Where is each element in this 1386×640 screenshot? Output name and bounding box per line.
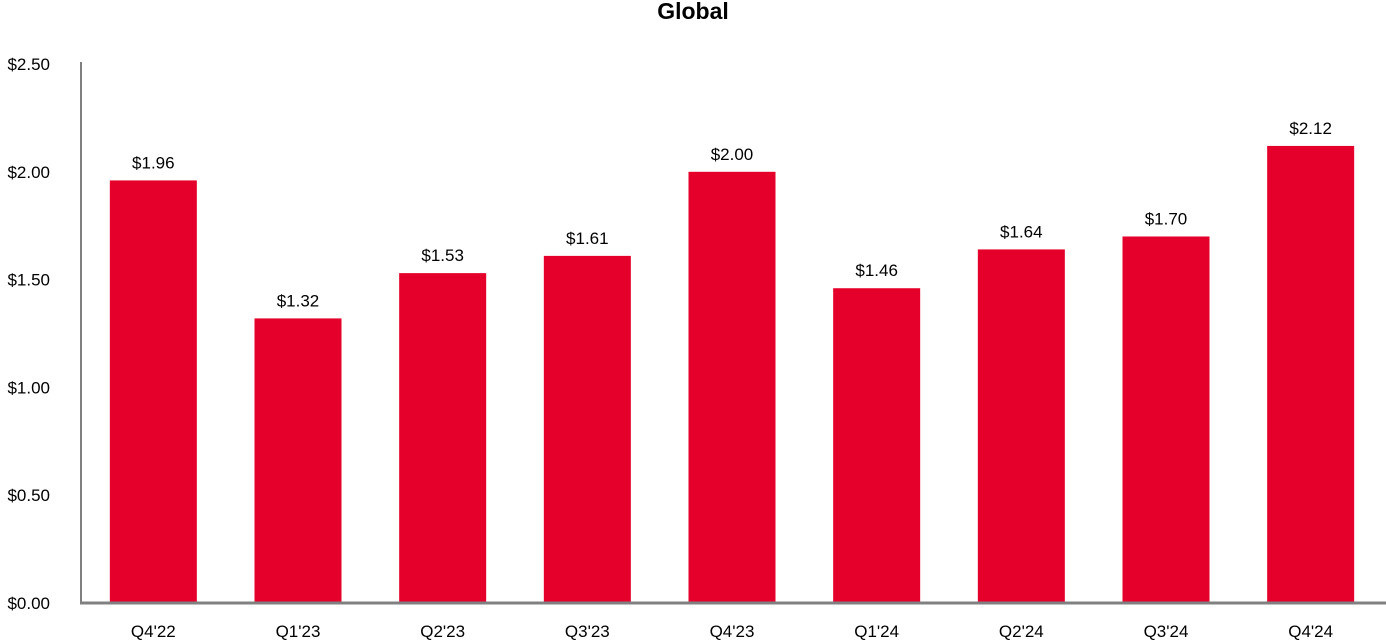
x-tick-label: Q3'24 bbox=[1144, 622, 1189, 640]
bar-value-label: $2.00 bbox=[711, 145, 754, 164]
y-tick-label: $2.50 bbox=[7, 55, 50, 74]
x-tick-label: Q3'23 bbox=[565, 622, 610, 640]
bar-value-label: $1.32 bbox=[277, 291, 320, 310]
bars bbox=[109, 145, 1355, 604]
bar bbox=[109, 180, 197, 603]
bar-value-label: $1.96 bbox=[132, 153, 175, 172]
x-tick-label: Q4'22 bbox=[131, 622, 176, 640]
x-tick-label: Q4'24 bbox=[1288, 622, 1333, 640]
chart-title: Global bbox=[657, 0, 729, 24]
y-axis: $0.00 $0.50 $1.00 $1.50 $2.00 $2.50 bbox=[7, 55, 82, 613]
y-tick-label: $1.00 bbox=[7, 378, 50, 397]
value-labels: $1.96 $1.32 $1.53 $1.61 $2.00 $1.46 $1.64 $1.70… bbox=[132, 119, 1332, 310]
x-tick-label: Q4'23 bbox=[710, 622, 755, 640]
bar-value-label: $2.12 bbox=[1289, 119, 1332, 138]
bar-value-label: $1.61 bbox=[566, 229, 609, 248]
y-tick-label: $2.00 bbox=[7, 163, 50, 182]
x-tick-label: Q1'24 bbox=[854, 622, 899, 640]
x-tick-label: Q1'23 bbox=[276, 622, 321, 640]
y-tick-label: $0.50 bbox=[7, 486, 50, 505]
x-axis: Q4'22 Q1'23 Q2'23 Q3'23 Q4'23 Q1'24 Q2'24 Q3'24… bbox=[80, 601, 1386, 640]
bar-value-label: $1.46 bbox=[855, 261, 898, 280]
x-tick-label: Q2'23 bbox=[420, 622, 465, 640]
bar-value-label: $1.70 bbox=[1145, 209, 1188, 228]
bar-value-label: $1.53 bbox=[421, 246, 464, 265]
bar bbox=[1122, 236, 1210, 604]
y-tick-label: $1.50 bbox=[7, 271, 50, 290]
bar bbox=[688, 171, 776, 604]
y-tick-label: $0.00 bbox=[7, 594, 50, 613]
bar bbox=[543, 255, 631, 603]
bar bbox=[977, 249, 1065, 603]
x-tick-label: Q2'24 bbox=[999, 622, 1044, 640]
bar bbox=[1267, 145, 1355, 604]
bar bbox=[833, 288, 921, 603]
bar bbox=[254, 318, 342, 603]
bar-value-label: $1.64 bbox=[1000, 222, 1043, 241]
bar bbox=[399, 273, 487, 603]
